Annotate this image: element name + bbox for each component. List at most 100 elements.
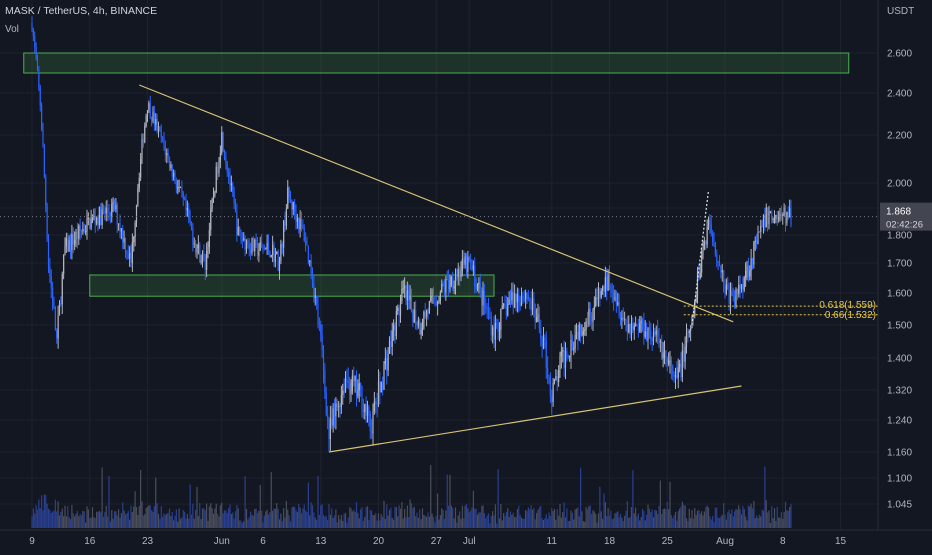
- volume-bar: [163, 513, 165, 528]
- candle-body: [122, 228, 124, 243]
- volume-bar: [68, 517, 70, 528]
- candle-body: [670, 360, 672, 366]
- candle-body: [175, 182, 177, 189]
- volume-bar: [365, 507, 367, 528]
- candle-body: [690, 327, 692, 331]
- volume-bar: [310, 502, 312, 528]
- volume-bar: [699, 513, 701, 528]
- volume-bar: [76, 510, 78, 528]
- candle-body: [514, 293, 516, 308]
- volume-bar: [515, 516, 517, 528]
- volume-bar: [196, 486, 198, 528]
- volume-bar: [208, 506, 210, 528]
- candle-body: [32, 29, 34, 36]
- lower-trendline[interactable]: [328, 385, 742, 453]
- candle-body: [523, 298, 525, 300]
- upper-trendline[interactable]: [139, 84, 734, 323]
- volume-bar: [146, 506, 149, 528]
- candle-body: [43, 147, 45, 177]
- projection-line[interactable]: [691, 190, 710, 326]
- volume-bar: [413, 506, 415, 528]
- candle-body: [174, 172, 176, 183]
- candle-body: [427, 310, 429, 313]
- candle-body: [432, 295, 435, 303]
- candle-body: [244, 238, 246, 250]
- volume-bar: [153, 506, 155, 528]
- volume-bar: [321, 504, 323, 528]
- candle-body: [49, 266, 51, 277]
- candle-body: [474, 265, 476, 287]
- candle-body: [129, 252, 131, 259]
- candle-body: [739, 284, 741, 289]
- volume-bar: [509, 511, 512, 528]
- volume-bar: [273, 508, 275, 528]
- candle-body: [515, 293, 517, 302]
- volume-bar: [753, 501, 755, 528]
- time-axis[interactable]: 9 16 23 Jun 6 13 20 27 Jul 11 18 25 Aug 8 15: [29, 536, 846, 547]
- candle-body: [416, 324, 418, 326]
- volume-bar: [487, 513, 490, 528]
- volume-bar: [65, 516, 67, 528]
- support-zone[interactable]: [89, 274, 495, 297]
- candle-body: [50, 276, 52, 288]
- candle-body: [170, 164, 172, 168]
- volume-bar: [281, 521, 283, 528]
- resistance-zone[interactable]: [23, 52, 850, 74]
- volume-bar: [585, 507, 587, 528]
- volume-bar: [404, 508, 406, 528]
- volume-bar: [102, 516, 105, 528]
- volume-bar: [500, 503, 502, 528]
- volume-bar: [512, 512, 514, 528]
- candle-body: [372, 411, 374, 434]
- volume-bar: [248, 517, 250, 528]
- candle-body: [721, 270, 723, 273]
- volume-bar: [552, 511, 554, 528]
- volume-bar: [547, 518, 549, 528]
- candle-body: [526, 292, 528, 295]
- candle-body: [509, 299, 512, 301]
- candle-body: [494, 323, 496, 340]
- volume-indicator-label[interactable]: Vol: [5, 24, 19, 35]
- time-tick-label: 9: [29, 536, 35, 547]
- candle-body: [76, 232, 78, 239]
- symbol-title[interactable]: MASK / TetherUS, 4h, BINANCE: [5, 5, 157, 17]
- candle-body: [691, 315, 693, 328]
- volume-bar: [432, 516, 435, 528]
- candle-body: [173, 172, 175, 177]
- volume-bar: [206, 503, 208, 528]
- volume-bar: [734, 511, 736, 528]
- candle-body: [625, 318, 627, 325]
- candle-body: [306, 244, 308, 246]
- volume-bar: [192, 503, 194, 528]
- volume-bar: [588, 506, 590, 528]
- volume-bar: [218, 516, 220, 528]
- volume-bar: [89, 518, 91, 528]
- volume-bar: [757, 518, 759, 528]
- candle-body: [487, 308, 490, 318]
- candle-body: [155, 119, 157, 125]
- candle-body: [208, 230, 210, 248]
- candle-body: [317, 303, 319, 323]
- volume-bar: [111, 510, 113, 528]
- volume-bar: [306, 511, 308, 528]
- volume-bar: [668, 509, 670, 528]
- candle-body: [80, 230, 83, 232]
- volume-bar: [259, 484, 261, 528]
- volume-bar: [665, 509, 667, 528]
- volume-bar: [702, 515, 704, 528]
- candle-body: [269, 251, 271, 258]
- volume-bar: [423, 515, 425, 528]
- candle-body: [321, 333, 323, 350]
- volume-bar: [654, 510, 656, 528]
- candle-body: [783, 207, 785, 216]
- candle-body: [41, 105, 43, 130]
- volume-bars: [31, 464, 792, 528]
- volume-bar: [597, 513, 600, 528]
- volume-bar: [207, 521, 209, 528]
- candle-body: [516, 294, 518, 302]
- candle-body: [181, 186, 183, 193]
- volume-bar: [186, 513, 188, 528]
- volume-bar: [299, 507, 301, 528]
